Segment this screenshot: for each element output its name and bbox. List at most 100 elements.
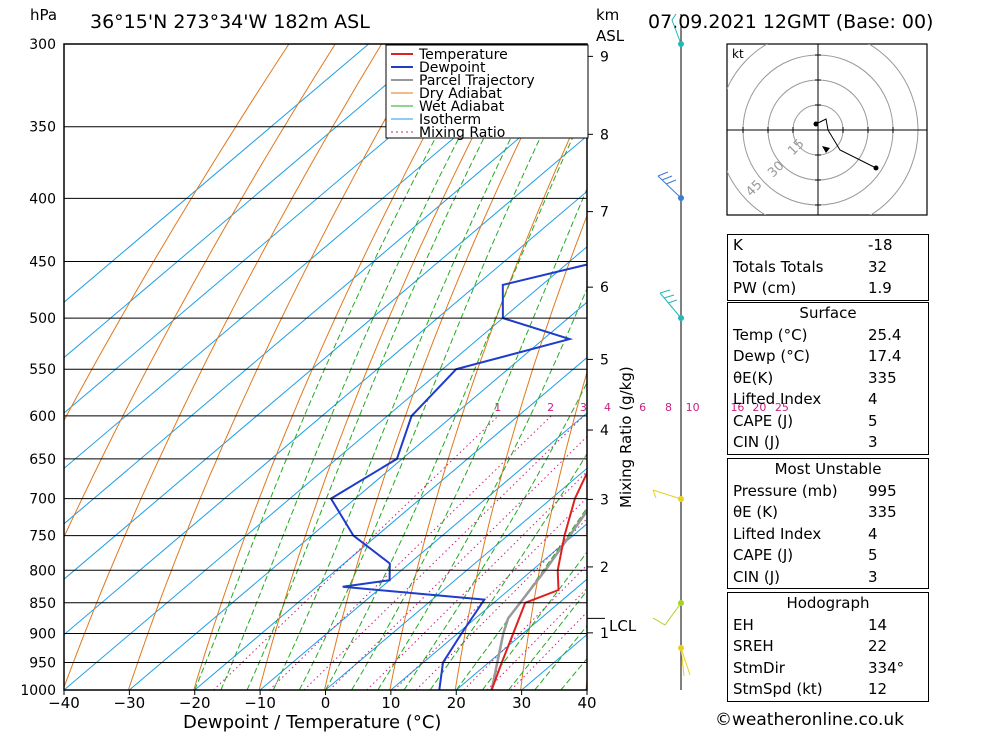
mixing-ratio-axis-label: Mixing Ratio (g/kg) <box>617 366 635 508</box>
wind-barb <box>652 602 682 626</box>
surface-cin-value: 3 <box>868 433 878 451</box>
temperature-line <box>490 470 587 690</box>
temp-tick-label: 40 <box>577 694 596 712</box>
tt-value: 32 <box>868 257 888 276</box>
most-unstable-table: Most Unstable Pressure (mb) 995 θE (K) 335… <box>727 458 929 589</box>
dry-adiabat-line <box>64 44 290 422</box>
mu-cape-value: 5 <box>868 546 878 564</box>
pressure-tick-label: 350 <box>29 120 56 136</box>
tt-label: Totals Totals <box>733 257 824 276</box>
dry-adiabat-line <box>968 44 1000 690</box>
surface-cape-value: 5 <box>868 411 878 430</box>
pressure-tick-label: 500 <box>29 311 56 327</box>
temp-tick-label: −30 <box>114 694 146 712</box>
indices-table: K -18 Totals Totals 32 PW (cm) 1.9 <box>727 234 929 301</box>
x-axis-label: Dewpoint / Temperature (°C) <box>183 712 441 733</box>
pressure-tick-label: 600 <box>29 409 56 425</box>
lcl-label: LCL <box>609 617 637 635</box>
mu-theta-label: θE (K) <box>733 503 778 521</box>
legend: Temperature Dewpoint Parcel Trajectory D… <box>385 44 589 141</box>
pressure-tick-label: 900 <box>29 626 56 642</box>
km-tick-label: 6 <box>600 280 609 296</box>
surface-li-value: 4 <box>868 390 878 408</box>
km-tick-label: 7 <box>600 205 609 221</box>
temp-tick-label: −40 <box>48 694 80 712</box>
hodo-point <box>873 165 879 171</box>
mixing-ratio-tick-label: 1 <box>494 401 501 414</box>
wet-adiabat-line <box>220 44 509 690</box>
mixing-ratio-tick-label: 10 <box>686 401 700 414</box>
km-tick-label: 5 <box>600 352 609 368</box>
mixing-ratio-line <box>303 415 585 690</box>
surface-cape-label: CAPE (J) <box>733 411 794 430</box>
mixing-ratio-tick-label: 2 <box>547 401 554 414</box>
legend-label-temperature: Temperature <box>418 47 508 63</box>
pressure-tick-label: 750 <box>29 529 56 545</box>
wet-adiabat-line <box>246 44 533 690</box>
mu-pressure-label: Pressure (mb) <box>733 481 838 500</box>
mixing-ratio-tick-label: 4 <box>604 401 611 414</box>
temp-tick-label: −20 <box>179 694 211 712</box>
mu-pressure-value: 995 <box>868 481 897 500</box>
wind-barb <box>659 289 682 319</box>
pressure-tick-label: 950 <box>29 655 56 671</box>
mu-li-label: Lifted Index <box>733 524 822 543</box>
hodograph: kt 15 30 45 <box>726 43 928 216</box>
mixing-ratio-tick-label: 20 <box>752 401 766 414</box>
isotherm-line <box>64 44 369 303</box>
temp-tick-label: 10 <box>381 694 400 712</box>
datetime-title: 07.09.2021 12GMT (Base: 00) <box>648 11 933 33</box>
mixing-ratio-line <box>366 470 587 690</box>
surface-table: Surface Temp (°C) 25.4 Dewp (°C) 17.4 θE(K… <box>727 302 929 455</box>
isotherm-line <box>64 246 587 690</box>
isotherm-line <box>259 412 587 690</box>
k-label: K <box>733 236 743 254</box>
pressure-tick-label: 700 <box>29 492 56 508</box>
sreh-value: 22 <box>868 637 888 655</box>
mu-cin-value: 3 <box>868 567 878 586</box>
sreh-label: SREH <box>733 637 774 655</box>
surface-temp-value: 25.4 <box>868 325 902 344</box>
mixing-ratio-tick-label: 25 <box>775 401 789 414</box>
isotherm-line <box>390 523 587 690</box>
surface-theta-value: 335 <box>868 368 897 387</box>
km-tick-label: 9 <box>600 49 609 65</box>
legend-label-wet-adiabat: Wet Adiabat <box>419 99 505 115</box>
km-tick-label: 8 <box>600 127 609 143</box>
wind-barb <box>671 13 682 45</box>
isotherm-line <box>64 44 435 359</box>
km-tick-label: 3 <box>600 492 609 508</box>
km-tick-label: 1 <box>600 626 609 642</box>
surface-dewp-value: 17.4 <box>868 347 902 365</box>
km-tick-label: 2 <box>600 560 609 576</box>
isotherm-line <box>455 578 587 690</box>
pressure-tick-label: 1000 <box>20 683 56 699</box>
pressure-tick-label: 650 <box>29 452 56 468</box>
wind-barb <box>680 647 691 677</box>
wind-barb <box>657 171 682 199</box>
surface-theta-label: θE(K) <box>733 368 774 387</box>
pressure-tick-label: 300 <box>29 37 56 53</box>
pw-value: 1.9 <box>868 279 892 297</box>
legend-label-isotherm: Isotherm <box>419 112 481 128</box>
temp-tick-label: 0 <box>321 694 331 712</box>
hodo-unit-label: kt <box>732 47 744 61</box>
copyright-footer[interactable]: ©weatheronline.co.uk <box>715 710 905 730</box>
mixing-ratio-line <box>329 435 587 690</box>
mixing-ratio-line <box>510 611 587 690</box>
most-unstable-title: Most Unstable <box>774 460 882 478</box>
stmspd-value: 12 <box>868 680 888 698</box>
mixing-ratio-tick-label: 8 <box>665 401 672 414</box>
isotherm-line <box>325 467 587 690</box>
dewpoint-line <box>329 263 587 690</box>
surface-temp-label: Temp (°C) <box>733 325 808 344</box>
asl-label: ASL <box>596 27 625 45</box>
mu-cape-label: CAPE (J) <box>733 546 794 564</box>
legend-label-parcel: Parcel Trajectory <box>419 73 535 89</box>
temp-tick-label: 30 <box>512 694 531 712</box>
dry-adiabat-line <box>64 44 383 689</box>
wind-profile <box>652 13 691 690</box>
legend-label-mixing-ratio: Mixing Ratio <box>419 125 505 141</box>
mixing-ratio-tick-label: 3 <box>580 401 587 414</box>
stmdir-value: 334° <box>868 658 905 677</box>
